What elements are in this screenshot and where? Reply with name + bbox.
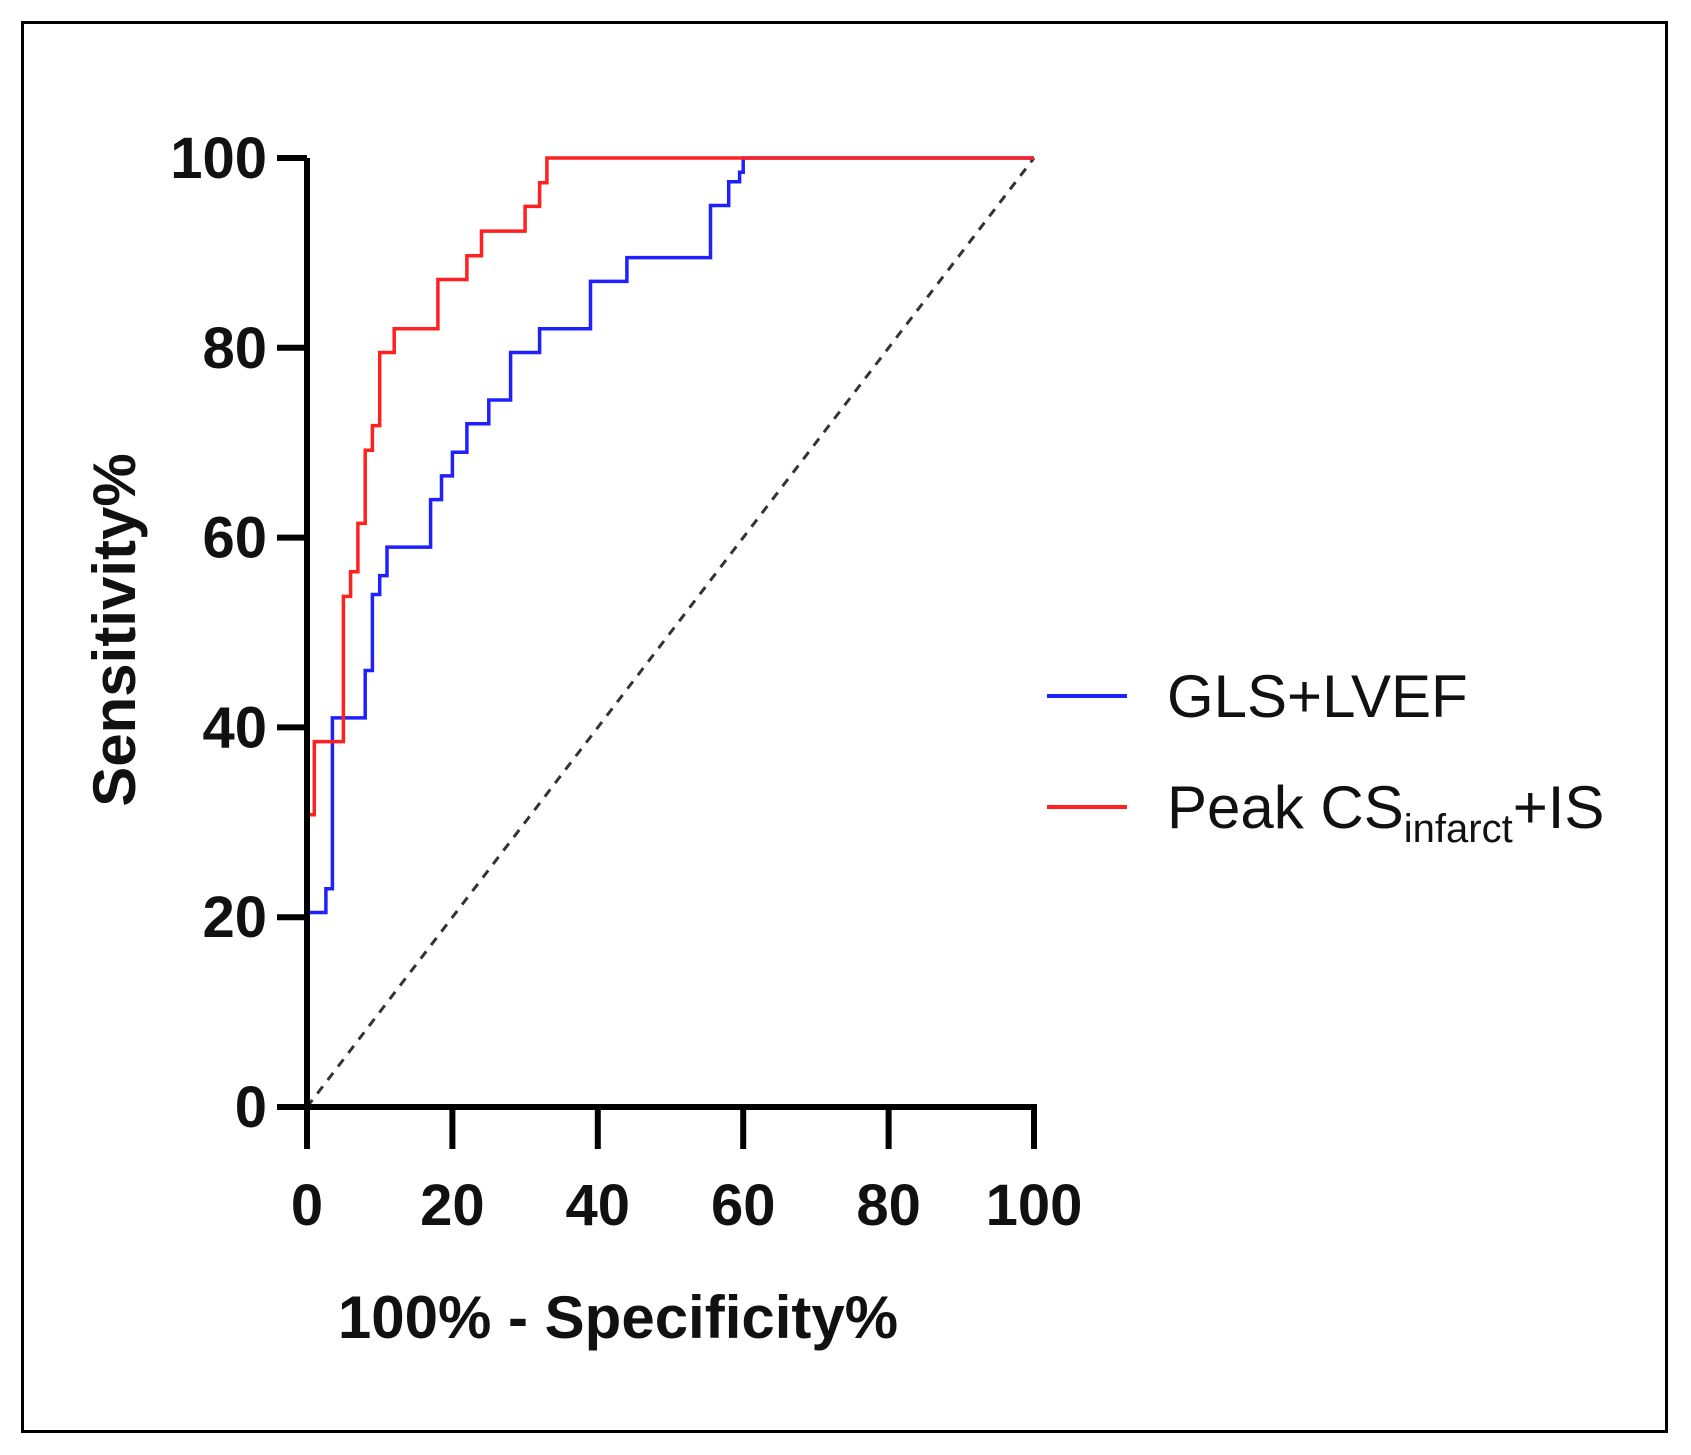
legend-label-peak-cs-infarct-is: Peak CSinfarct+IS xyxy=(1167,774,1604,851)
y-tick-label: 100 xyxy=(170,126,267,191)
y-tick-label: 20 xyxy=(202,885,267,950)
x-tick-label: 100 xyxy=(986,1173,1083,1238)
legend-label-suffix: +IS xyxy=(1513,774,1605,841)
y-tick-label: 60 xyxy=(202,506,267,571)
x-tick-label: 0 xyxy=(291,1173,323,1238)
x-tick-label: 80 xyxy=(856,1173,921,1238)
reference-diagonal-line xyxy=(305,157,1036,1108)
legend-label-main: Peak CS xyxy=(1167,774,1404,841)
series-line-peak-cs-infarct-is xyxy=(305,156,1034,1107)
x-tick-label: 60 xyxy=(711,1173,776,1238)
legend-label-subscript: infarct xyxy=(1404,807,1513,851)
series-line-gls-lvef xyxy=(305,156,1034,1107)
y-axis-title: Sensitivity% xyxy=(81,453,148,806)
plot-area xyxy=(305,156,1036,1108)
x-tick-label: 20 xyxy=(420,1173,485,1238)
x-tick-label: 40 xyxy=(566,1173,631,1238)
legend: GLS+LVEF Peak CSinfarct+IS xyxy=(1047,663,1604,851)
x-axis-ticks: 0 20 40 60 80 100 xyxy=(291,1107,1083,1238)
y-tick-label: 80 xyxy=(202,316,267,381)
axes xyxy=(304,158,1037,1110)
x-axis-title: 100% - Specificity% xyxy=(338,1284,898,1351)
y-axis-ticks: 0 20 40 60 80 100 xyxy=(170,126,307,1140)
legend-label-gls-lvef: GLS+LVEF xyxy=(1167,663,1468,730)
y-tick-label: 40 xyxy=(202,695,267,760)
y-tick-label: 0 xyxy=(235,1075,267,1140)
